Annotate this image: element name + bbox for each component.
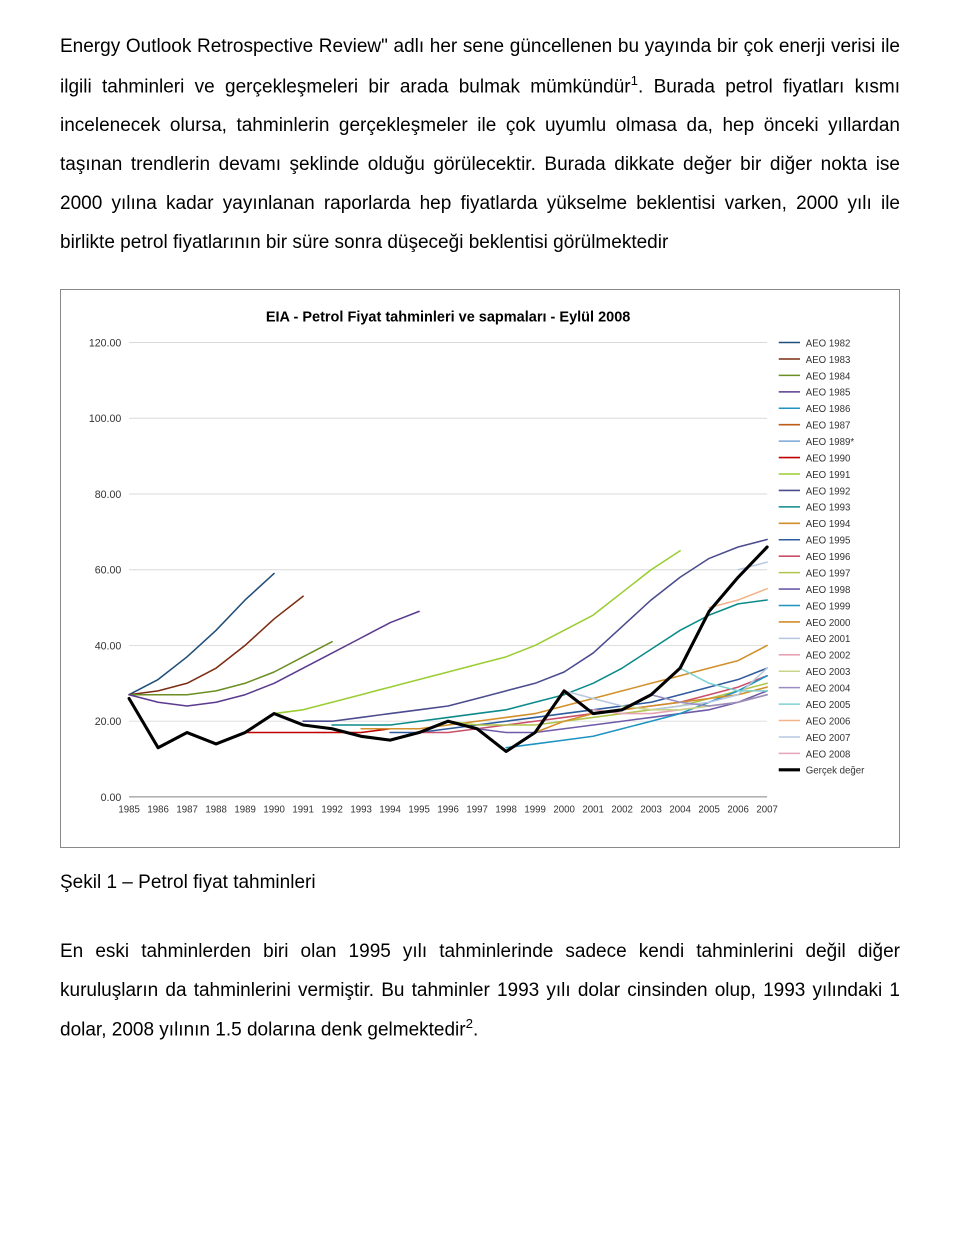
series-line	[274, 551, 680, 714]
line-chart: EIA - Petrol Fiyat tahminleri ve sapmala…	[73, 300, 887, 832]
x-tick-label: 1997	[466, 804, 487, 815]
x-tick-label: 1998	[495, 804, 516, 815]
legend-label: AEO 1997	[806, 568, 851, 579]
chart-title: EIA - Petrol Fiyat tahminleri ve sapmala…	[266, 309, 631, 325]
legend-label: AEO 2006	[806, 716, 851, 727]
x-tick-label: 1995	[408, 804, 429, 815]
legend-label: AEO 1985	[806, 388, 851, 399]
y-tick-label: 40.00	[95, 640, 122, 652]
x-tick-label: 2002	[611, 804, 632, 815]
p2-head: En eski tahminlerden biri olan 1995 yılı…	[60, 941, 900, 1041]
legend-label: AEO 2005	[806, 700, 851, 711]
x-tick-label: 2007	[756, 804, 777, 815]
x-tick-label: 2001	[582, 804, 603, 815]
x-tick-label: 1987	[176, 804, 197, 815]
legend-label: AEO 1993	[806, 503, 851, 514]
legend-label: AEO 1992	[806, 486, 851, 497]
x-tick-label: 1993	[350, 804, 371, 815]
footnote-ref-2: 2	[466, 1016, 473, 1031]
figure-caption: Şekil 1 – Petrol fiyat tahminleri	[60, 864, 900, 903]
legend-label: AEO 2000	[806, 618, 851, 629]
legend-label: AEO 1999	[806, 601, 851, 612]
x-tick-label: 1999	[524, 804, 545, 815]
legend-label: AEO 2008	[806, 749, 851, 760]
footnote-ref-1: 1	[631, 73, 638, 88]
legend-label: AEO 2007	[806, 733, 851, 744]
series-line	[129, 611, 419, 706]
legend-label: AEO 1995	[806, 536, 851, 547]
legend-label: AEO 1991	[806, 470, 851, 481]
legend-label: AEO 1982	[806, 338, 851, 349]
legend-label: AEO 1990	[806, 453, 851, 464]
legend-label: Gerçek değer	[806, 766, 865, 777]
x-tick-label: 1989	[234, 804, 255, 815]
y-tick-label: 0.00	[101, 792, 122, 804]
x-tick-label: 1986	[147, 804, 168, 815]
legend-label: AEO 2004	[806, 683, 851, 694]
body-paragraph-1: Energy Outlook Retrospective Review" adl…	[60, 28, 900, 263]
x-tick-label: 2000	[553, 804, 574, 815]
y-tick-label: 20.00	[95, 716, 122, 728]
legend-label: AEO 1984	[806, 371, 851, 382]
p1-tail: . Burada petrol fiyatları kısmı incelene…	[60, 76, 900, 253]
x-tick-label: 1988	[205, 804, 226, 815]
x-tick-label: 2003	[640, 804, 661, 815]
legend-label: AEO 2002	[806, 651, 851, 662]
x-tick-label: 2006	[727, 804, 748, 815]
legend-label: AEO 2001	[806, 634, 851, 645]
legend-label: AEO 1986	[806, 404, 851, 415]
series-line	[709, 589, 767, 608]
x-tick-label: 1991	[292, 804, 313, 815]
chart-container: EIA - Petrol Fiyat tahminleri ve sapmala…	[60, 289, 900, 848]
legend-label: AEO 1998	[806, 585, 851, 596]
p2-tail: .	[473, 1020, 478, 1041]
x-tick-label: 1985	[118, 804, 139, 815]
legend-label: AEO 1994	[806, 519, 851, 530]
legend-label: AEO 1987	[806, 421, 851, 432]
x-tick-label: 1990	[263, 804, 284, 815]
x-tick-label: 1994	[379, 804, 401, 815]
y-tick-label: 120.00	[89, 337, 122, 349]
x-tick-label: 2004	[669, 804, 691, 815]
y-tick-label: 80.00	[95, 489, 122, 501]
y-tick-label: 100.00	[89, 413, 122, 425]
body-paragraph-2: En eski tahminlerden biri olan 1995 yılı…	[60, 933, 900, 1051]
x-tick-label: 1992	[321, 804, 342, 815]
x-tick-label: 2005	[698, 804, 719, 815]
legend-label: AEO 1983	[806, 355, 851, 366]
legend-label: AEO 2003	[806, 667, 851, 678]
y-tick-label: 60.00	[95, 565, 122, 577]
legend-label: AEO 1989*	[806, 437, 855, 448]
series-line	[303, 539, 767, 721]
legend-label: AEO 1996	[806, 552, 851, 563]
x-tick-label: 1996	[437, 804, 458, 815]
